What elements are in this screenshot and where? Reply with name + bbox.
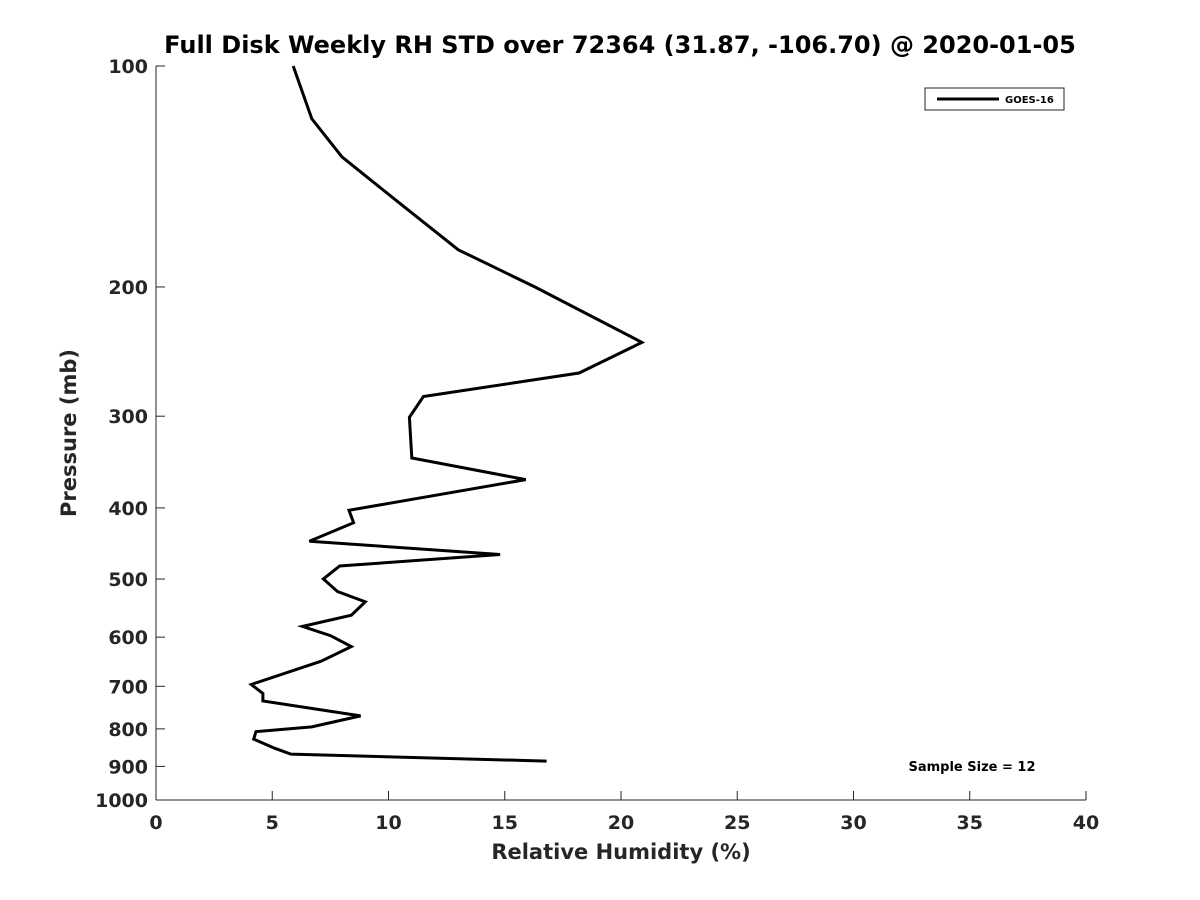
y-tick-label: 200 <box>108 277 148 299</box>
y-tick-label: 500 <box>108 569 148 591</box>
y-tick-label: 300 <box>108 406 148 428</box>
y-tick-label: 600 <box>108 627 148 649</box>
y-axis-label: Pressure (mb) <box>57 349 81 517</box>
y-tick-label: 700 <box>108 676 148 698</box>
x-tick-label: 15 <box>492 812 518 834</box>
x-tick-label: 0 <box>149 812 162 834</box>
legend-label: GOES-16 <box>1005 95 1054 106</box>
x-tick-label: 40 <box>1073 812 1099 834</box>
axes <box>155 66 1086 801</box>
x-tick-label: 5 <box>266 812 279 834</box>
x-axis-label: Relative Humidity (%) <box>491 840 750 864</box>
x-tick-label: 30 <box>840 812 866 834</box>
sample-size-annotation: Sample Size = 12 <box>908 760 1035 775</box>
y-tick-label: 400 <box>108 498 148 520</box>
y-tick-label: 100 <box>108 56 148 78</box>
x-tick-label: 10 <box>375 812 401 834</box>
x-tick-label: 20 <box>608 812 634 834</box>
y-tick-label: 800 <box>108 719 148 741</box>
series-layer <box>248 65 646 763</box>
y-tick-label: 900 <box>108 756 148 778</box>
x-tick-label: 25 <box>724 812 750 834</box>
legend: GOES-16 <box>924 87 1065 111</box>
y-ticks: 100 200 300 400 500 600 700 800 900 1000 <box>95 56 165 812</box>
x-tick-label: 35 <box>957 812 983 834</box>
chart-title: Full Disk Weekly RH STD over 72364 (31.8… <box>164 31 1076 59</box>
x-ticks: 0 5 10 15 20 25 30 35 40 <box>149 791 1099 834</box>
y-tick-label: 1000 <box>95 790 148 812</box>
series-line-goes-16 <box>248 65 646 763</box>
